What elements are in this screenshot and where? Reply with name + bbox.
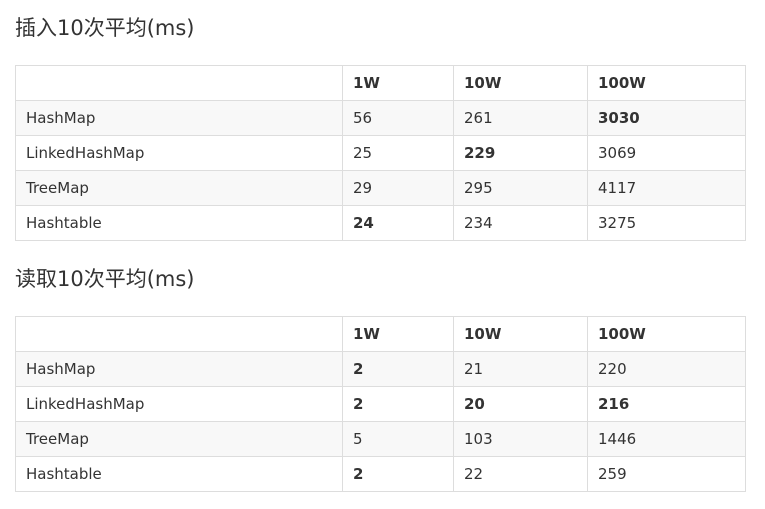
read-section-title: 读取10次平均(ms) — [15, 267, 195, 291]
cell-1w: 56 — [342, 100, 454, 136]
insert-section-title: 插入10次平均(ms) — [15, 16, 195, 40]
cell-1w: 29 — [342, 170, 454, 206]
cell-100w: 1446 — [587, 421, 746, 457]
cell-10w: 20 — [453, 386, 588, 422]
cell-10w: 295 — [453, 170, 588, 206]
cell-100w: 3275 — [587, 205, 746, 241]
insert-benchmark-table: 1W 10W 100W HashMap 56 261 3030 LinkedHa… — [15, 65, 746, 241]
table-row: HashMap 56 261 3030 — [15, 100, 746, 136]
read-benchmark-table: 1W 10W 100W HashMap 2 21 220 LinkedHashM… — [15, 316, 746, 492]
cell-1w: 25 — [342, 135, 454, 171]
cell-10w: 103 — [453, 421, 588, 457]
cell-10w: 21 — [453, 351, 588, 387]
header-cell-100w: 100W — [587, 316, 746, 352]
row-label: TreeMap — [15, 170, 343, 206]
table-row: TreeMap 29 295 4117 — [15, 170, 746, 206]
cell-100w: 216 — [587, 386, 746, 422]
cell-10w: 234 — [453, 205, 588, 241]
header-cell-map-type — [15, 65, 343, 101]
table-row: HashMap 2 21 220 — [15, 351, 746, 387]
row-label: Hashtable — [15, 456, 343, 492]
row-label: LinkedHashMap — [15, 386, 343, 422]
cell-100w: 220 — [587, 351, 746, 387]
row-label: TreeMap — [15, 421, 343, 457]
cell-100w: 3069 — [587, 135, 746, 171]
header-cell-100w: 100W — [587, 65, 746, 101]
table-row: LinkedHashMap 2 20 216 — [15, 386, 746, 422]
row-label: Hashtable — [15, 205, 343, 241]
cell-100w: 4117 — [587, 170, 746, 206]
cell-1w: 2 — [342, 386, 454, 422]
row-label: LinkedHashMap — [15, 135, 343, 171]
cell-1w: 2 — [342, 351, 454, 387]
header-cell-1w: 1W — [342, 65, 454, 101]
cell-1w: 24 — [342, 205, 454, 241]
table-row: Hashtable 24 234 3275 — [15, 205, 746, 241]
cell-10w: 22 — [453, 456, 588, 492]
header-cell-10w: 10W — [453, 316, 588, 352]
cell-1w: 2 — [342, 456, 454, 492]
row-label: HashMap — [15, 100, 343, 136]
cell-10w: 229 — [453, 135, 588, 171]
header-cell-map-type — [15, 316, 343, 352]
row-label: HashMap — [15, 351, 343, 387]
table-header-row: 1W 10W 100W — [15, 65, 746, 101]
table-row: Hashtable 2 22 259 — [15, 456, 746, 492]
cell-1w: 5 — [342, 421, 454, 457]
cell-10w: 261 — [453, 100, 588, 136]
cell-100w: 3030 — [587, 100, 746, 136]
header-cell-1w: 1W — [342, 316, 454, 352]
table-row: LinkedHashMap 25 229 3069 — [15, 135, 746, 171]
header-cell-10w: 10W — [453, 65, 588, 101]
table-header-row: 1W 10W 100W — [15, 316, 746, 352]
cell-100w: 259 — [587, 456, 746, 492]
table-row: TreeMap 5 103 1446 — [15, 421, 746, 457]
